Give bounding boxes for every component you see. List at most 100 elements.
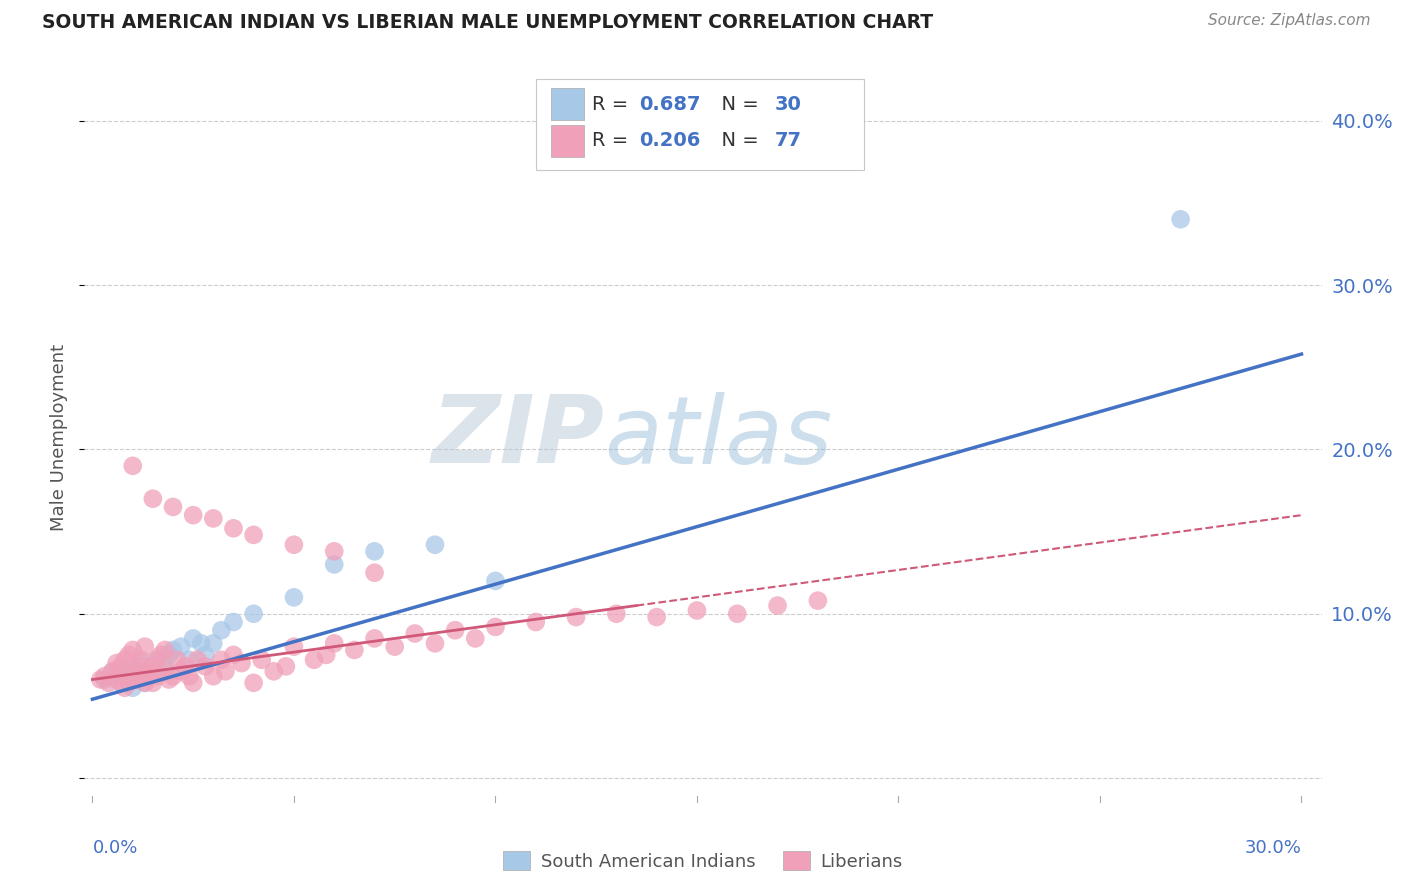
Point: [283, 591, 305, 605]
Point: [162, 643, 184, 657]
Point: [110, 659, 132, 673]
Point: [263, 665, 285, 679]
Text: Source: ZipAtlas.com: Source: ZipAtlas.com: [1208, 13, 1371, 29]
Point: [125, 667, 148, 681]
Point: [170, 665, 193, 679]
Text: 77: 77: [775, 131, 801, 151]
Point: [93, 669, 115, 683]
Text: R =: R =: [592, 131, 634, 151]
Point: [565, 610, 588, 624]
Point: [1170, 212, 1192, 227]
Point: [105, 656, 128, 670]
Point: [363, 632, 385, 646]
Text: 0.687: 0.687: [638, 95, 700, 114]
Point: [129, 653, 152, 667]
Point: [138, 665, 160, 679]
Text: N =: N =: [709, 131, 765, 151]
Point: [725, 607, 748, 621]
Point: [343, 643, 366, 657]
Point: [97, 675, 120, 690]
Point: [125, 665, 148, 679]
Point: [605, 607, 627, 621]
Point: [645, 610, 668, 624]
Point: [484, 574, 506, 588]
Point: [274, 659, 297, 673]
Point: [93, 673, 115, 687]
Text: SOUTH AMERICAN INDIAN VS LIBERIAN MALE UNEMPLOYMENT CORRELATION CHART: SOUTH AMERICAN INDIAN VS LIBERIAN MALE U…: [42, 13, 934, 32]
Point: [686, 603, 709, 617]
Text: R =: R =: [592, 95, 634, 114]
Point: [118, 675, 141, 690]
Point: [222, 615, 245, 629]
Point: [114, 669, 136, 683]
Text: atlas: atlas: [605, 392, 832, 483]
Point: [146, 653, 169, 667]
Text: 0.206: 0.206: [638, 131, 700, 151]
Point: [121, 681, 143, 695]
Point: [170, 640, 193, 654]
Text: ZIP: ZIP: [432, 391, 605, 483]
Point: [404, 626, 426, 640]
Point: [162, 669, 184, 683]
Point: [142, 675, 165, 690]
Point: [202, 511, 225, 525]
Point: [157, 648, 180, 662]
Point: [315, 648, 337, 662]
Point: [283, 640, 305, 654]
Point: [384, 640, 406, 654]
Point: [110, 675, 132, 690]
FancyBboxPatch shape: [536, 78, 863, 170]
Point: [142, 665, 165, 679]
Point: [157, 673, 180, 687]
Point: [129, 656, 152, 670]
Point: [138, 669, 160, 683]
Point: [214, 665, 236, 679]
Point: [222, 648, 245, 662]
FancyBboxPatch shape: [551, 88, 585, 120]
Point: [142, 659, 165, 673]
Text: N =: N =: [709, 95, 765, 114]
Point: [166, 653, 188, 667]
Point: [101, 665, 124, 679]
Point: [242, 607, 264, 621]
Point: [181, 632, 204, 646]
Point: [179, 669, 201, 683]
Point: [118, 648, 141, 662]
Point: [209, 653, 232, 667]
Point: [194, 659, 217, 673]
Point: [766, 599, 789, 613]
Point: [222, 521, 245, 535]
Y-axis label: Male Unemployment: Male Unemployment: [51, 343, 69, 531]
Point: [101, 665, 124, 679]
Point: [323, 636, 346, 650]
Point: [142, 491, 165, 506]
Point: [194, 648, 217, 662]
Point: [250, 653, 273, 667]
Point: [134, 640, 156, 654]
Point: [484, 620, 506, 634]
Point: [114, 653, 136, 667]
Point: [363, 566, 385, 580]
Point: [174, 659, 197, 673]
Point: [363, 544, 385, 558]
Point: [121, 643, 143, 657]
Point: [146, 653, 169, 667]
Point: [153, 659, 176, 673]
Point: [134, 675, 156, 690]
Point: [110, 669, 132, 683]
Point: [129, 659, 152, 673]
Point: [121, 669, 143, 683]
Point: [209, 624, 232, 638]
Point: [186, 653, 208, 667]
Point: [231, 656, 253, 670]
Legend: South American Indians, Liberians: South American Indians, Liberians: [496, 844, 910, 878]
Point: [242, 528, 264, 542]
Point: [464, 632, 486, 646]
Point: [283, 538, 305, 552]
Point: [242, 675, 264, 690]
Text: 30: 30: [775, 95, 801, 114]
Text: 0.0%: 0.0%: [93, 839, 138, 857]
Point: [114, 681, 136, 695]
Point: [146, 669, 169, 683]
Point: [153, 643, 176, 657]
